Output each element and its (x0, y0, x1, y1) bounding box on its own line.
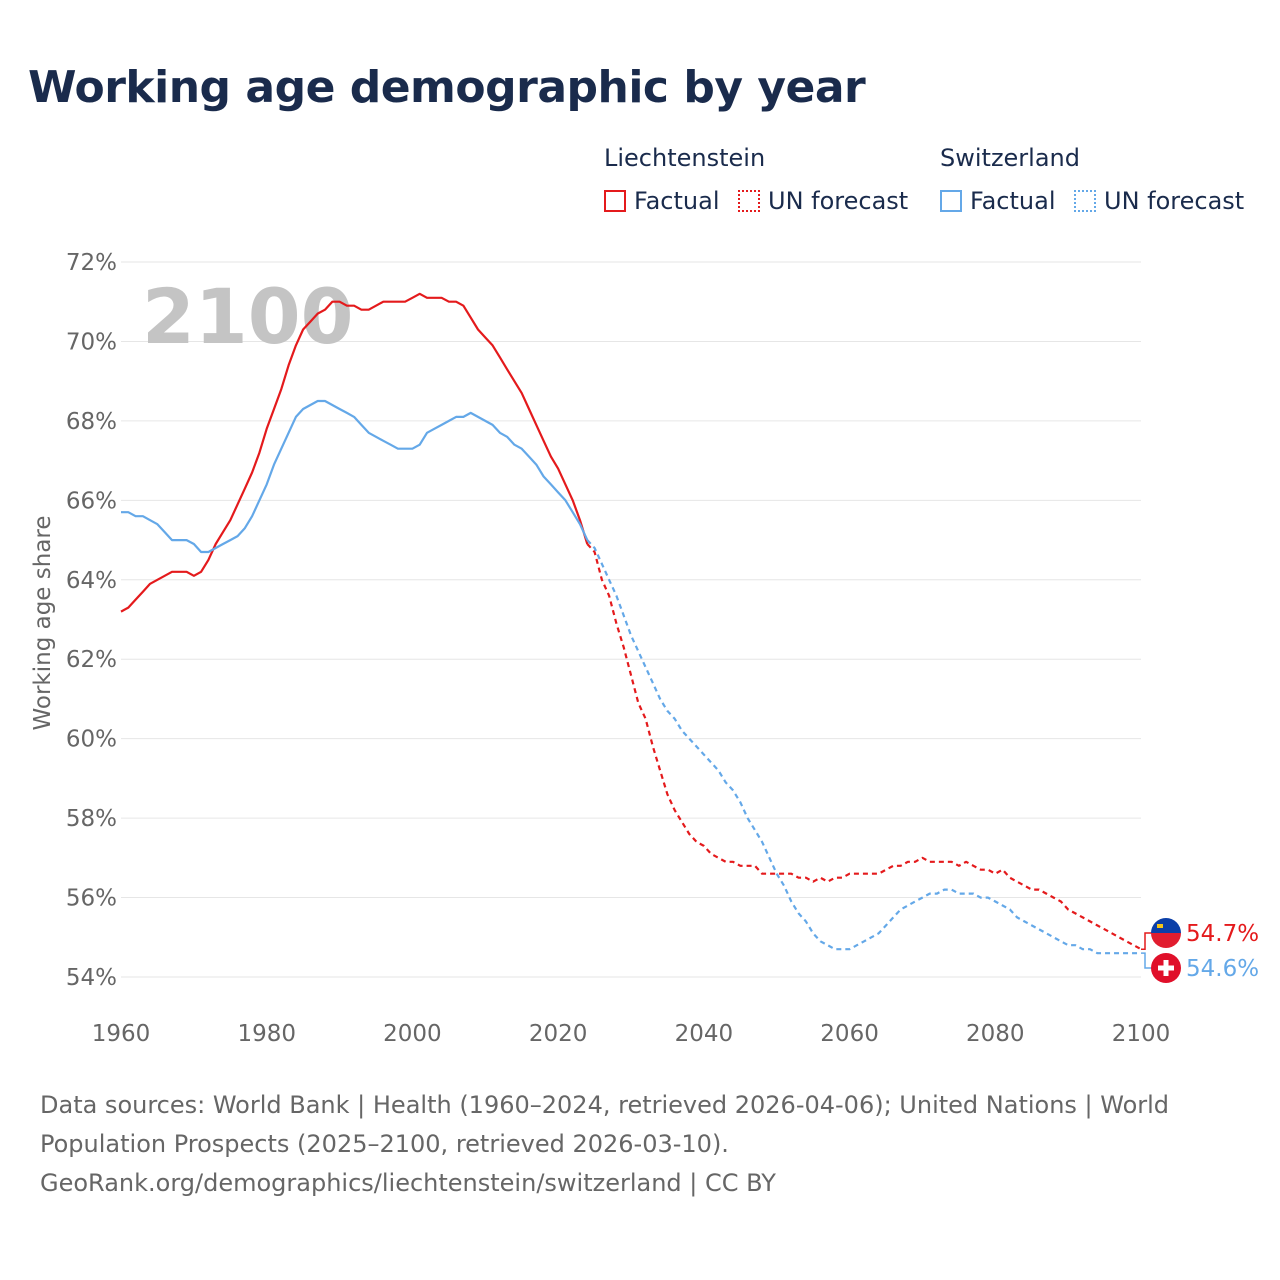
legend-swatch-liechtenstein-factual (604, 190, 626, 212)
liechtenstein-flag-icon (1151, 918, 1181, 948)
x-tick-label: 2020 (529, 1021, 588, 1047)
x-axis-ticks: 1960 1980 2000 2020 2040 2060 2080 2100 (92, 1021, 1171, 1047)
switzerland-forecast-line (586, 539, 1141, 955)
footer-source-line1: Data sources: World Bank | Health (1960–… (40, 1091, 1170, 1119)
year-display: 2100 (142, 272, 354, 361)
switzerland-connector (1141, 952, 1152, 969)
footer: Data sources: World Bank | Health (1960–… (40, 1086, 1240, 1203)
y-axis-ticks: 54% 56% 58% 60% 62% 64% 66% 68% 70% 72% (66, 250, 117, 991)
y-tick-label: 68% (66, 409, 117, 435)
y-tick-label: 66% (66, 488, 117, 514)
legend-label: UN forecast (1104, 187, 1245, 215)
y-tick-label: 72% (66, 250, 117, 276)
y-tick-label: 58% (66, 806, 117, 832)
legend-label: Factual (970, 187, 1056, 215)
x-tick-label: 2100 (1112, 1021, 1171, 1047)
legend-switzerland-forecast[interactable]: UN forecast (1074, 186, 1244, 216)
legend-swatch-switzerland-factual (940, 190, 962, 212)
liechtenstein-connector (1141, 932, 1152, 950)
y-tick-label: 54% (66, 965, 117, 991)
x-tick-label: 2000 (383, 1021, 442, 1047)
gridlines (121, 261, 1141, 978)
y-tick-label: 70% (66, 329, 117, 355)
legend-switzerland-title: Switzerland (940, 144, 1080, 172)
legend-swatch-liechtenstein-forecast (738, 190, 760, 212)
legend-switzerland-factual[interactable]: Factual (940, 186, 1056, 216)
footer-source-line2: Population Prospects (2025–2100, retriev… (40, 1130, 729, 1158)
legend-liechtenstein-title: Liechtenstein (604, 144, 766, 172)
legend-liechtenstein-forecast[interactable]: UN forecast (738, 186, 908, 216)
switzerland-flag-icon (1151, 953, 1181, 983)
y-axis-label: Working age share (30, 515, 56, 730)
series-lines (120, 292, 1142, 955)
x-tick-label: 1980 (237, 1021, 296, 1047)
legend-swatch-switzerland-forecast (1074, 190, 1096, 212)
liechtenstein-factual-line (120, 292, 589, 613)
legend-liechtenstein-factual[interactable]: Factual (604, 186, 720, 216)
chart-title: Working age demographic by year (28, 62, 866, 113)
legend-label: Factual (634, 187, 720, 215)
footer-attribution[interactable]: GeoRank.org/demographics/liechtenstein/s… (40, 1169, 776, 1197)
y-tick-label: 62% (66, 647, 117, 673)
legend-label: UN forecast (768, 187, 909, 215)
x-tick-label: 2040 (675, 1021, 734, 1047)
flag-crown (1157, 924, 1163, 928)
switzerland-factual-line (121, 399, 589, 554)
switzerland-end-label: 54.6% (1186, 956, 1259, 982)
y-tick-label: 60% (66, 727, 117, 753)
x-tick-label: 2080 (966, 1021, 1025, 1047)
end-markers: 54.7% 54.6% (1141, 918, 1259, 983)
flag-red-band (1151, 933, 1181, 948)
liechtenstein-end-label: 54.7% (1186, 921, 1259, 947)
x-tick-label: 2060 (820, 1021, 879, 1047)
flag-blue-band (1151, 918, 1181, 933)
y-tick-label: 56% (66, 886, 117, 912)
liechtenstein-forecast-line (586, 543, 1142, 951)
y-tick-label: 64% (66, 568, 117, 594)
flag-cross-horizontal (1158, 965, 1174, 971)
x-tick-label: 1960 (92, 1021, 151, 1047)
